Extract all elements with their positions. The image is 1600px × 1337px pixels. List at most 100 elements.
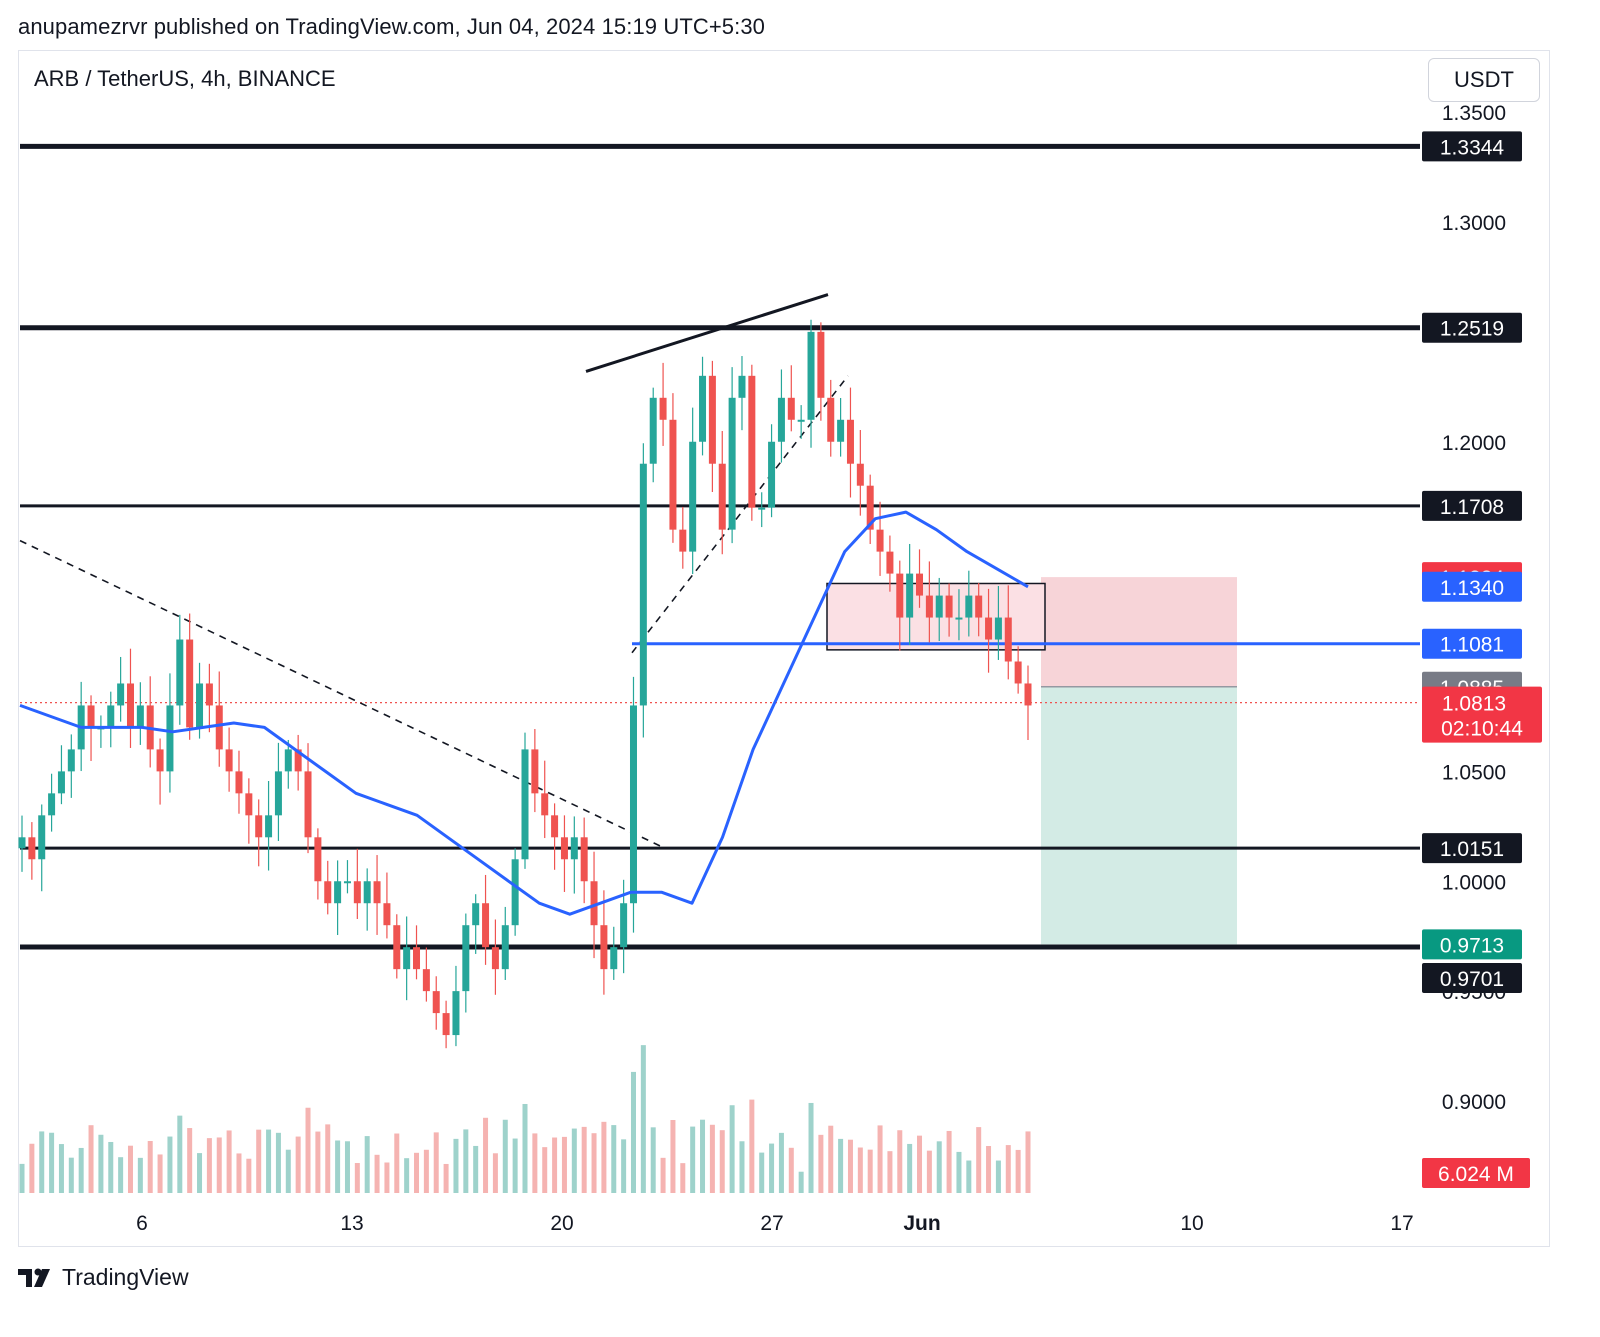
symbol-info: ARB / TetherUS, 4h, BINANCE xyxy=(34,66,336,91)
volume-bar xyxy=(640,1045,646,1193)
candle-body xyxy=(531,749,539,794)
volume-bar xyxy=(897,1130,903,1193)
candle-body xyxy=(196,683,204,728)
candle-body xyxy=(57,771,65,794)
candle-body xyxy=(669,419,677,530)
volume-bar xyxy=(236,1153,242,1193)
volume-bar xyxy=(473,1145,479,1193)
volume-bar xyxy=(404,1158,410,1193)
volume-bar xyxy=(739,1141,745,1193)
volume-bar xyxy=(384,1162,390,1193)
volume-bar xyxy=(542,1147,548,1193)
volume-label: 6.024 M xyxy=(1438,1163,1514,1186)
volume-bar xyxy=(729,1105,735,1193)
candle-body xyxy=(807,331,815,420)
volume-bar xyxy=(344,1141,350,1193)
candle-body xyxy=(718,463,726,530)
volume-bar xyxy=(285,1149,291,1193)
volume-bar xyxy=(887,1151,893,1193)
currency-button[interactable]: USDT xyxy=(1428,58,1540,102)
volume-bar xyxy=(828,1125,834,1193)
candle-body xyxy=(699,375,707,442)
volume-bar xyxy=(246,1158,252,1193)
candle-body xyxy=(985,617,993,640)
volume-bar xyxy=(394,1133,400,1193)
price-tag-bg xyxy=(1422,312,1522,343)
candle-body xyxy=(452,991,460,1036)
candle-body xyxy=(491,947,499,970)
volume-bar xyxy=(561,1136,567,1193)
candle-body xyxy=(580,837,588,882)
volume-bar xyxy=(256,1129,262,1193)
volume-bar xyxy=(808,1102,814,1193)
volume-bar xyxy=(670,1119,676,1193)
candle-body xyxy=(373,881,381,904)
candle-body xyxy=(67,749,75,772)
volume-bar xyxy=(206,1138,212,1193)
volume-bar xyxy=(147,1140,153,1193)
candle-body xyxy=(501,925,509,970)
x-tick-label: 10 xyxy=(1180,1212,1203,1235)
volume-bar xyxy=(88,1125,94,1193)
candle-body xyxy=(334,881,342,904)
price-tag-bg xyxy=(1422,929,1522,960)
candle-body xyxy=(38,815,46,860)
volume-bar xyxy=(453,1138,459,1193)
candle-body xyxy=(708,375,716,464)
price-tag-1.1340: 1.1340 xyxy=(1440,577,1504,600)
volume-bar xyxy=(591,1133,597,1193)
volume-bar xyxy=(1005,1145,1011,1193)
candle-body xyxy=(432,991,440,1014)
volume-bar xyxy=(907,1143,913,1193)
volume-bar xyxy=(364,1136,370,1193)
x-tick-label: 13 xyxy=(340,1212,363,1235)
candle-body xyxy=(590,881,598,926)
candle-body xyxy=(935,595,943,618)
candle-body xyxy=(225,749,233,772)
candle-body xyxy=(186,639,194,728)
candle-body xyxy=(166,705,174,772)
candle-body xyxy=(393,925,401,970)
volume-bar xyxy=(798,1171,804,1193)
y-tick-label: 1.0500 xyxy=(1442,761,1506,784)
candle-body xyxy=(965,595,973,618)
descending-trendline xyxy=(19,539,666,850)
candle-body xyxy=(383,903,391,926)
candle-body xyxy=(837,419,845,442)
candle-body xyxy=(679,529,687,552)
volume-bar xyxy=(749,1099,755,1193)
candle-body xyxy=(955,617,963,620)
x-tick-label: 20 xyxy=(550,1212,573,1235)
current-price-tag-bg xyxy=(1422,686,1542,743)
candle-body xyxy=(758,507,766,510)
volume-bar xyxy=(709,1124,715,1193)
candle-body xyxy=(511,859,519,926)
x-tick-label: 17 xyxy=(1390,1212,1413,1235)
price-tag-bg xyxy=(1422,962,1522,993)
candle-body xyxy=(748,375,756,508)
volume-bar xyxy=(976,1127,982,1193)
volume-bar xyxy=(68,1157,74,1193)
volume-bar xyxy=(49,1132,55,1193)
candle-body xyxy=(659,397,667,420)
volume-bar xyxy=(532,1133,538,1193)
candle-body xyxy=(817,331,825,398)
candle-body xyxy=(442,1013,450,1036)
volume-bar xyxy=(956,1151,962,1193)
price-tag-1.0151: 1.0151 xyxy=(1440,838,1504,861)
candle-body xyxy=(353,881,361,904)
price-tag-0.9713: 0.9713 xyxy=(1440,934,1504,957)
candle-body xyxy=(896,573,904,618)
candle-body xyxy=(294,749,302,772)
volume-bar xyxy=(877,1125,883,1193)
candle-body xyxy=(324,881,332,904)
volume-bar xyxy=(936,1141,942,1193)
candle-body xyxy=(274,771,282,816)
candle-body xyxy=(343,881,351,884)
volume-bar xyxy=(571,1128,577,1193)
rising-dashed-trendline xyxy=(631,375,849,654)
candle-body xyxy=(48,793,56,816)
candle-body xyxy=(787,397,795,420)
volume-bar xyxy=(39,1131,45,1193)
